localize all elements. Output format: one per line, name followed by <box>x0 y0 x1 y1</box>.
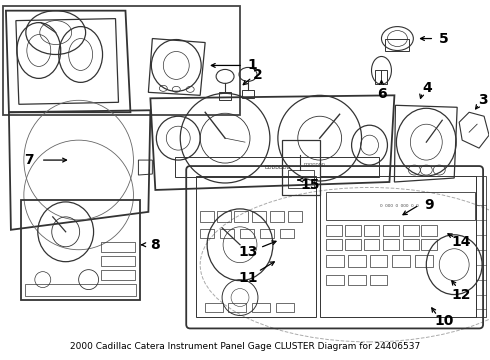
Bar <box>319 176 476 318</box>
Bar <box>403 225 419 236</box>
Bar <box>364 225 379 236</box>
Bar <box>219 92 231 100</box>
Text: 14: 14 <box>451 235 471 249</box>
Bar <box>270 211 284 222</box>
Text: 15: 15 <box>300 178 319 192</box>
Bar <box>344 225 361 236</box>
Bar <box>260 229 274 238</box>
Text: 4: 4 <box>422 81 432 95</box>
Bar <box>200 229 214 238</box>
Bar <box>384 225 399 236</box>
Bar <box>228 302 246 312</box>
Text: 11: 11 <box>238 271 258 285</box>
Bar <box>347 255 366 267</box>
Bar <box>375 71 388 84</box>
Bar <box>288 170 314 188</box>
Bar <box>217 211 231 222</box>
Bar <box>326 255 343 267</box>
Bar <box>234 211 248 222</box>
Text: 2: 2 <box>253 68 263 82</box>
Bar <box>200 211 214 222</box>
Bar <box>326 239 342 250</box>
Bar <box>369 255 388 267</box>
Text: 3: 3 <box>478 93 488 107</box>
Bar <box>288 211 302 222</box>
Bar <box>205 302 223 312</box>
Bar <box>100 256 135 266</box>
Bar <box>403 239 419 250</box>
Text: 6: 6 <box>377 87 386 101</box>
Text: 5: 5 <box>440 32 449 46</box>
Bar <box>392 255 410 267</box>
Text: 13: 13 <box>238 245 258 259</box>
Bar <box>421 239 437 250</box>
Bar <box>220 229 234 238</box>
Bar <box>25 284 136 296</box>
Bar <box>369 275 388 285</box>
Text: 9: 9 <box>424 198 434 212</box>
Text: 10: 10 <box>435 314 454 328</box>
Text: 2000 Cadillac Catera Instrument Panel Gage CLUSTER Diagram for 24406537: 2000 Cadillac Catera Instrument Panel Ga… <box>70 342 420 351</box>
Bar <box>476 176 486 318</box>
Text: 12: 12 <box>451 288 471 302</box>
Bar <box>100 270 135 280</box>
Text: 7: 7 <box>24 153 34 167</box>
Bar <box>364 239 379 250</box>
Bar <box>196 176 316 318</box>
Bar <box>252 302 270 312</box>
Bar <box>416 255 433 267</box>
Bar <box>242 90 254 98</box>
Bar <box>347 275 366 285</box>
Bar <box>21 200 141 300</box>
Bar <box>344 239 361 250</box>
Bar <box>175 157 379 177</box>
Text: DDDDDDD: DDDDDDD <box>304 163 326 167</box>
Bar <box>3 6 240 115</box>
Bar <box>280 229 294 238</box>
Text: 0  000  0  000  0  0: 0 000 0 000 0 0 <box>380 204 419 208</box>
Bar <box>100 242 135 252</box>
Bar <box>421 225 437 236</box>
Text: 8: 8 <box>150 238 160 252</box>
Bar <box>326 192 475 220</box>
Bar <box>326 225 342 236</box>
Bar <box>276 302 294 312</box>
Text: 1: 1 <box>247 58 257 72</box>
Bar <box>240 229 254 238</box>
Text: DDDDDDD: DDDDDDD <box>265 165 291 170</box>
Bar <box>252 211 266 222</box>
Bar <box>326 275 343 285</box>
Bar <box>386 39 409 50</box>
Bar <box>282 140 319 195</box>
Bar <box>384 239 399 250</box>
